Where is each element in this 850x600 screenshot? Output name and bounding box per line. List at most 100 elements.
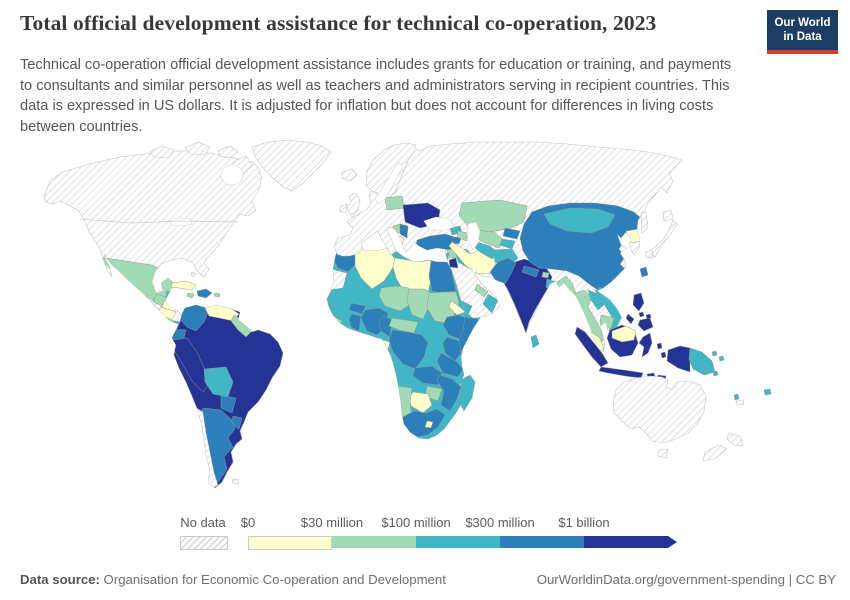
country-bhutan[interactable] [541,271,550,279]
country-bangladesh[interactable] [545,278,557,295]
country-sudan[interactable] [426,291,460,324]
country-philippines-visayas-2[interactable] [645,313,652,320]
owid-logo-line1: Our World [774,17,831,29]
island-java[interactable] [598,366,644,379]
country-falkland-islands[interactable] [231,478,240,485]
country-azerbaijan[interactable] [456,230,469,242]
legend-stop-2: $100 million [381,515,451,530]
country-philippines-visayas-1[interactable] [638,311,645,318]
legend-swatch-0[interactable] [248,536,332,550]
owid-logo-accent-bar [767,49,838,54]
data-source-text: Organisation for Economic Co-operation a… [99,572,446,587]
country-uae[interactable] [474,283,489,298]
country-mozambique[interactable] [436,374,462,412]
data-source: Data source: Organisation for Economic C… [20,572,446,587]
country-cuba[interactable] [170,280,197,291]
country-hispaniola[interactable] [196,288,213,299]
legend-stop-1: $30 million [300,515,364,530]
country-ghana[interactable] [348,313,362,332]
island-sulawesi[interactable] [638,332,653,358]
country-ireland[interactable] [338,203,348,214]
us-canada-border [79,218,239,224]
legend-stop-0: $0 [240,515,256,530]
country-central-african-republic[interactable] [388,317,419,334]
country-peru[interactable] [172,337,211,393]
country-greenland[interactable] [251,139,332,192]
country-sri-lanka[interactable] [530,334,540,349]
country-japan-kyushu[interactable] [645,249,654,259]
legend-no-data-swatch[interactable] [180,536,228,550]
great-lakes [168,217,193,227]
country-japan-honshu[interactable] [649,219,678,258]
country-lesotho[interactable] [424,420,434,429]
country-taiwan[interactable] [639,266,649,278]
country-puerto-rico[interactable] [213,292,221,298]
country-solomon-islands-2[interactable] [712,370,719,377]
country-new-caledonia[interactable] [735,399,745,406]
credit-link[interactable]: OurWorldinData.org/government-spending |… [536,572,836,587]
island-moluccas-2[interactable] [660,351,667,359]
country-oman[interactable] [482,293,499,314]
legend-swatch-1[interactable] [332,536,416,548]
baltic-sea [374,161,404,205]
country-niger[interactable] [378,285,412,312]
country-bahamas[interactable] [190,271,197,278]
country-cameroon[interactable] [378,315,393,338]
country-zambia[interactable] [412,365,443,386]
country-japan-hokkaido[interactable] [662,209,674,222]
country-philippines-mindanao[interactable] [637,317,654,332]
arctic-island-3[interactable] [217,145,239,159]
hudson-bay [220,164,244,186]
black-sea [423,216,455,232]
country-vanuatu[interactable] [733,393,740,401]
country-dr-congo[interactable] [388,329,429,370]
legend-swatch-2[interactable] [416,536,500,548]
country-kyrgyzstan[interactable] [502,227,521,240]
country-philippines-luzon[interactable] [632,292,645,312]
country-new-zealand-south[interactable] [702,444,728,462]
png-island-1[interactable] [711,350,718,357]
country-laos[interactable] [587,289,606,311]
owid-logo[interactable]: Our World in Data [767,10,838,54]
island-sakhalin[interactable] [640,211,649,234]
country-madagascar[interactable] [458,374,476,412]
country-chad[interactable] [406,288,432,320]
caspian-sea [466,221,481,251]
legend-swatch-4[interactable] [584,536,677,548]
country-philippines-palawan[interactable] [625,313,635,325]
country-fiji[interactable] [763,388,772,396]
country-paraguay[interactable] [220,395,237,414]
country-solomon-islands-1[interactable] [704,366,712,373]
legend-swatch-3[interactable] [500,536,584,548]
page-title: Total official development assistance fo… [20,11,657,35]
country-mongolia[interactable] [543,207,616,234]
png-island-2[interactable] [718,355,725,362]
legend-stop-4: $1 billion [558,515,610,530]
country-burkina-faso[interactable] [348,302,367,315]
owid-logo-box: Our World in Data [767,10,838,50]
country-new-zealand-north[interactable] [726,432,744,447]
country-belarus[interactable] [384,195,405,211]
arctic-island-2[interactable] [184,141,211,156]
country-iceland[interactable] [341,168,358,182]
country-tanzania[interactable] [436,352,464,378]
country-eritrea[interactable] [448,300,466,316]
arctic-island-1[interactable] [149,145,175,159]
country-jordan[interactable] [448,257,459,269]
country-australia[interactable] [612,375,707,444]
legend-stop-3: $300 million [465,515,535,530]
legend-no-data-label: No data [180,515,226,530]
chart-subtitle: Technical co-operation official developm… [20,57,732,136]
island-sumatra[interactable] [574,326,609,368]
owid-logo-line2: in Data [783,31,822,44]
island-moluccas-1[interactable] [656,342,663,350]
country-serbia[interactable] [399,223,409,239]
island-tasmania[interactable] [657,448,669,459]
country-malaysia-borneo[interactable] [611,325,637,343]
island-new-guinea-west[interactable] [666,345,691,373]
country-nepal[interactable] [521,265,540,278]
country-united-kingdom[interactable] [346,192,361,218]
country-jamaica[interactable] [186,292,195,299]
